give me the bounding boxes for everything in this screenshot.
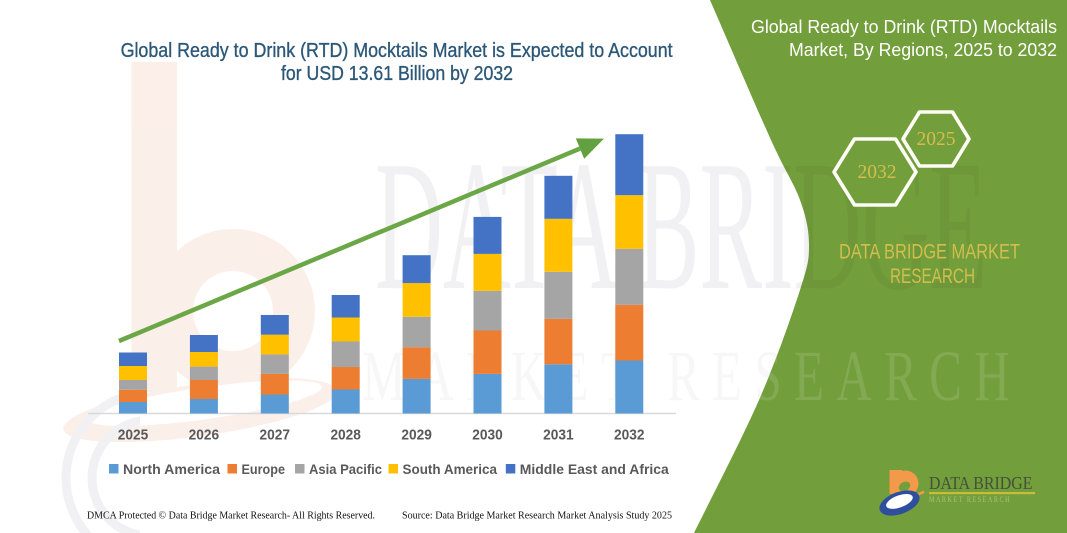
svg-text:MARKET RESEARCH: MARKET RESEARCH bbox=[929, 494, 1011, 504]
svg-text:Market, By Regions, 2025 to 20: Market, By Regions, 2025 to 2032 bbox=[789, 40, 1057, 60]
svg-text:Source: Data Bridge Market Res: Source: Data Bridge Market Research Mark… bbox=[402, 510, 672, 522]
svg-text:2025: 2025 bbox=[917, 129, 956, 150]
svg-text:North America: North America bbox=[123, 461, 220, 477]
svg-text:2030: 2030 bbox=[472, 427, 503, 444]
svg-text:2032: 2032 bbox=[858, 162, 897, 183]
svg-text:2031: 2031 bbox=[543, 427, 574, 444]
svg-text:Asia Pacific: Asia Pacific bbox=[309, 461, 382, 477]
svg-text:2029: 2029 bbox=[401, 427, 432, 444]
svg-text:Europe: Europe bbox=[242, 461, 286, 477]
svg-text:Middle East and Africa: Middle East and Africa bbox=[520, 461, 669, 477]
svg-text:2026: 2026 bbox=[189, 427, 220, 444]
svg-text:RESEARCH: RESEARCH bbox=[890, 265, 975, 288]
svg-text:2032: 2032 bbox=[614, 427, 645, 444]
svg-text:for USD 13.61 Billion by 2032: for USD 13.61 Billion by 2032 bbox=[281, 63, 513, 85]
svg-text:DMCA Protected © Data Bridge M: DMCA Protected © Data Bridge Market Rese… bbox=[87, 510, 375, 522]
svg-text:DATA BRIDGE: DATA BRIDGE bbox=[929, 473, 1033, 493]
svg-text:2028: 2028 bbox=[330, 427, 361, 444]
svg-text:DATA BRIDGE MARKET: DATA BRIDGE MARKET bbox=[839, 241, 1020, 264]
svg-text:2025: 2025 bbox=[118, 427, 149, 444]
svg-text:South America: South America bbox=[403, 461, 498, 477]
svg-text:Global Ready to Drink (RTD) Mo: Global Ready to Drink (RTD) Mocktails Ma… bbox=[121, 40, 673, 62]
svg-text:Global Ready to Drink (RTD) Mo: Global Ready to Drink (RTD) Mocktails bbox=[751, 17, 1057, 37]
svg-text:2027: 2027 bbox=[260, 427, 291, 444]
